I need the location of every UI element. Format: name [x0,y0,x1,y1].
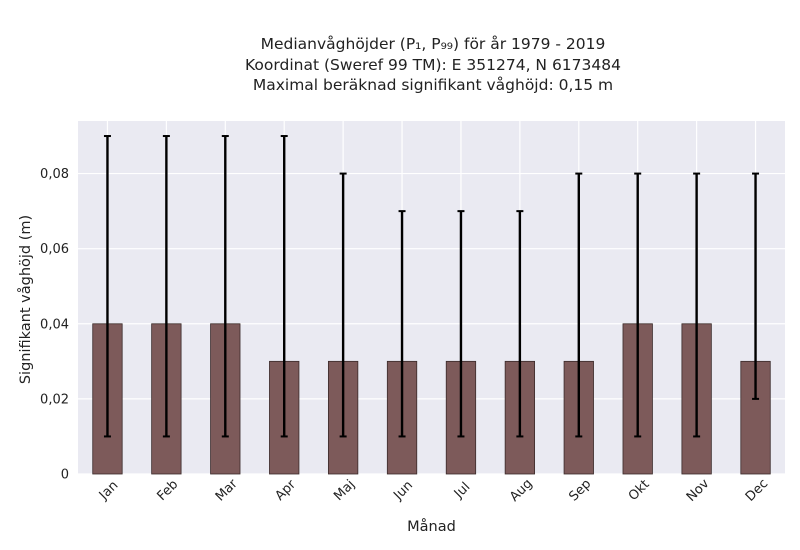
y-tick-label: 0,02 [40,392,69,407]
x-tick-label-sep: Sep [566,477,594,505]
x-tick-label-jul: Jul [451,480,473,502]
x-tick-label-maj: Maj [331,477,358,504]
chart-title-line-3: Maximal beräknad signifikant våghöjd: 0,… [252,76,614,94]
plot-area [78,121,785,474]
x-tick-label-dec: Dec [743,476,771,504]
y-tick-label: 0,06 [40,242,69,257]
y-tick-labels: 0 0,02 0,04 0,06 0,08 [40,167,69,482]
x-tick-label-feb: Feb [154,477,181,504]
chart-title-line-2: Koordinat (Sweref 99 TM): E 351274, N 61… [245,55,621,74]
chart-title: Medianvåghöjder (P₁, P₉₉) för år 1979 - … [0,34,800,96]
x-tick-label-nov: Nov [684,476,713,505]
error-bars [103,135,760,438]
y-tick-label: 0,08 [40,167,69,182]
y-tick-label: 0 [61,468,69,483]
x-tick-label-mar: Mar [213,476,241,504]
x-tick-label-aug: Aug [507,476,536,505]
x-tick-label-jan: Jan [96,478,121,503]
chart-title-line-1: Medianvåghöjder (P₁, P₉₉) för år 1979 - … [260,35,606,53]
x-tick-label-jun: Jun [390,478,416,504]
y-tick-label: 0,04 [40,317,69,332]
x-tick-labels: Jan Feb Mar Apr Maj Jun Jul Aug Sep Okt Nov Dec [96,476,771,505]
y-axis-label: Signifikant våghöjd (m) [17,215,34,384]
x-tick-label-okt: Okt [626,477,653,504]
x-axis-label: Månad [407,518,456,535]
x-tick-label-apr: Apr [272,477,299,504]
